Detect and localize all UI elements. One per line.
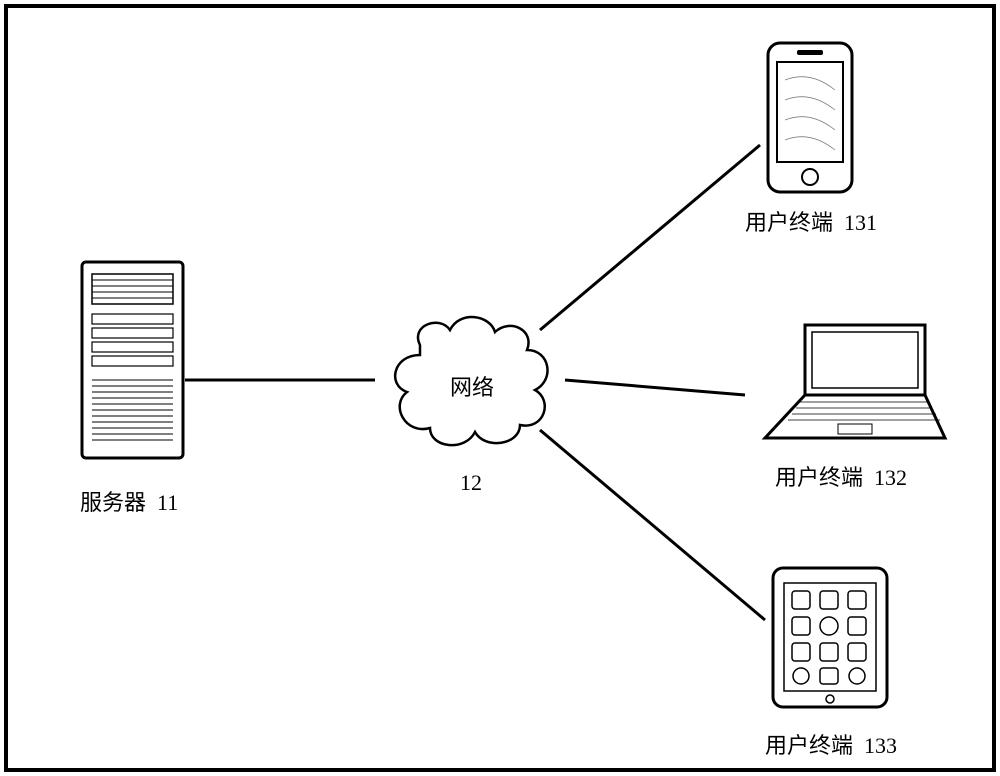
tablet-icon xyxy=(770,565,890,710)
laptop-label: 用户终端 132 xyxy=(775,460,907,492)
cloud-label-text: 网络 xyxy=(450,375,494,400)
phone-icon xyxy=(765,40,855,195)
tablet-label-text: 用户终端 xyxy=(765,733,853,758)
tablet-number: 133 xyxy=(864,733,897,758)
server-label: 服务器 11 xyxy=(80,485,178,517)
laptop-icon xyxy=(750,320,950,445)
laptop-number: 132 xyxy=(874,465,907,490)
tablet-label: 用户终端 133 xyxy=(765,728,897,760)
phone-number: 131 xyxy=(844,210,877,235)
laptop-label-text: 用户终端 xyxy=(775,465,863,490)
server-node xyxy=(80,260,185,465)
tablet-node xyxy=(770,565,890,715)
laptop-node xyxy=(750,320,950,450)
cloud-number: 12 xyxy=(460,470,482,496)
cloud-label: 网络 xyxy=(450,370,494,402)
server-icon xyxy=(80,260,185,460)
phone-node xyxy=(765,40,855,200)
phone-label: 用户终端 131 xyxy=(745,205,877,237)
cloud-number-text: 12 xyxy=(460,470,482,495)
server-label-text: 服务器 xyxy=(80,490,146,515)
phone-label-text: 用户终端 xyxy=(745,210,833,235)
server-number: 11 xyxy=(157,490,178,515)
